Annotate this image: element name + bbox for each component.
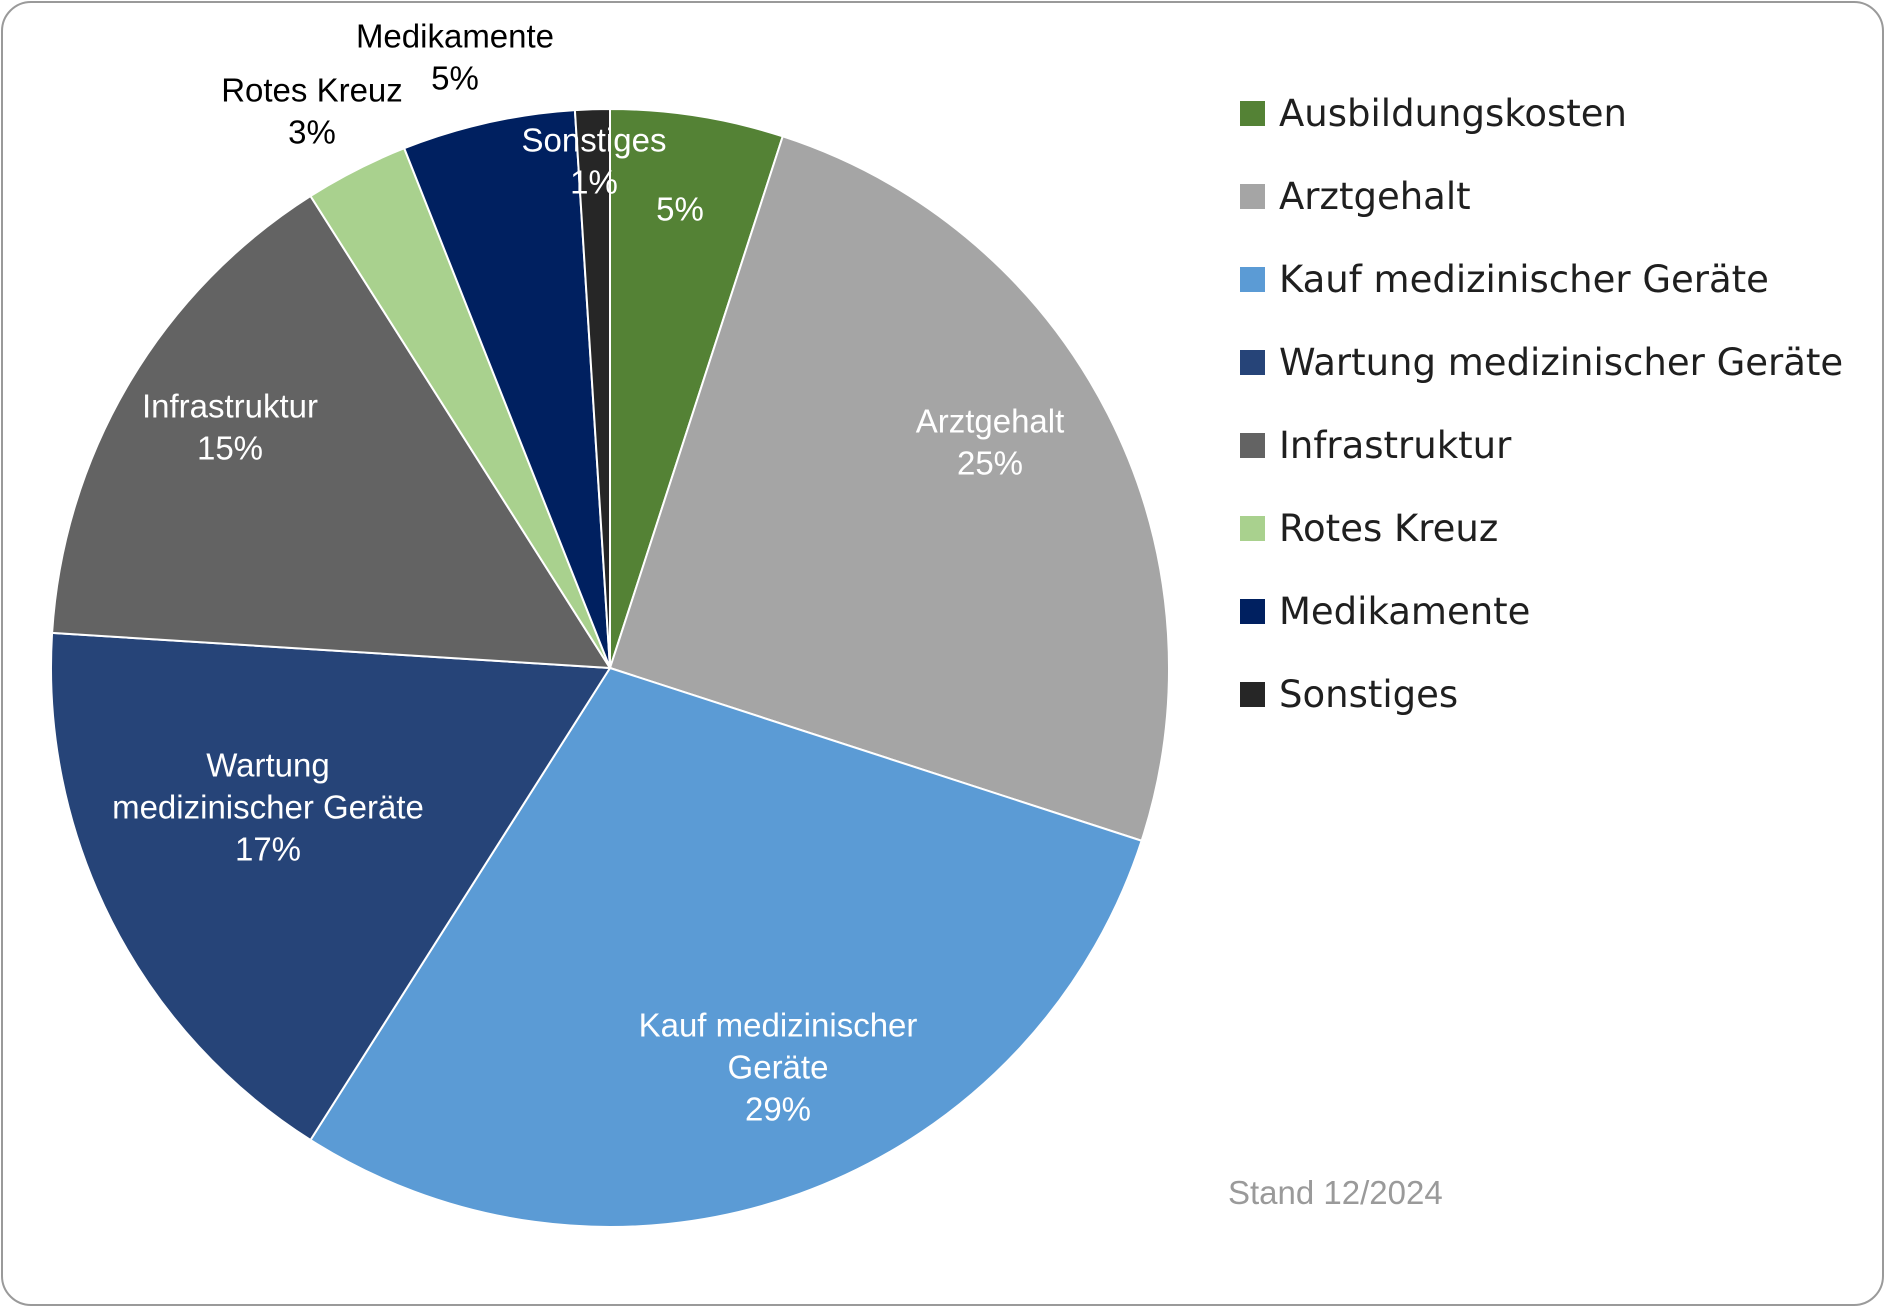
legend-item: Kauf medizinischer Geräte: [1240, 238, 1843, 321]
pie-slice-infrastruktur: [51, 194, 612, 670]
slice-name-label: Infrastruktur: [142, 388, 318, 425]
slice-name-label: Geräte: [728, 1049, 829, 1086]
legend-item: Medikamente: [1240, 570, 1843, 653]
legend-swatch: [1240, 682, 1265, 707]
slice-name-label: Wartung: [206, 747, 330, 784]
legend-swatch: [1240, 101, 1265, 126]
legend-swatch: [1240, 433, 1265, 458]
stand-date: Stand 12/2024: [1228, 1174, 1443, 1211]
legend-label: Wartung medizinischer Geräte: [1279, 341, 1844, 384]
slice-value-label: 5%: [431, 60, 479, 97]
pie-slice-ausbildungskosten: [609, 107, 785, 669]
slice-name-label: Medikamente: [356, 18, 554, 55]
pie-slices: [50, 107, 1170, 1228]
slice-value-label: 17%: [235, 831, 301, 868]
legend-swatch: [1240, 350, 1265, 375]
legend-item: Sonstiges: [1240, 653, 1843, 736]
pie-slice-arztgehalt: [608, 135, 1170, 843]
legend-label: Ausbildungskosten: [1279, 92, 1627, 135]
legend-swatch: [1240, 267, 1265, 292]
slice-name-label: Arztgehalt: [916, 403, 1065, 440]
slice-name-label: Kauf medizinischer: [639, 1007, 918, 1044]
legend-label: Infrastruktur: [1279, 424, 1512, 467]
pie-slice-wartung-medizinischer-ger-te: [50, 631, 612, 1142]
slice-value-label: 25%: [957, 445, 1023, 482]
chart-legend: Ausbildungskosten Arztgehalt Kauf medizi…: [1240, 72, 1843, 736]
slice-name-label: Rotes Kreuz: [221, 72, 403, 109]
pie-labels: 5% Arztgehalt 25% Kauf medizinischer Geräte 2…: [112, 18, 1064, 1128]
slice-value-label: 3%: [288, 114, 336, 151]
slice-value-label: 29%: [745, 1091, 811, 1128]
slice-name-label: Sonstiges: [522, 122, 667, 159]
legend-item: Infrastruktur: [1240, 404, 1843, 487]
slice-value-label: 1%: [570, 164, 618, 201]
legend-swatch: [1240, 516, 1265, 541]
legend-swatch: [1240, 599, 1265, 624]
legend-label: Medikamente: [1279, 590, 1531, 633]
legend-label: Kauf medizinischer Geräte: [1279, 258, 1769, 301]
slice-value-label: 15%: [197, 430, 263, 467]
legend-item: Wartung medizinischer Geräte: [1240, 321, 1843, 404]
legend-label: Rotes Kreuz: [1279, 507, 1499, 550]
legend-label: Arztgehalt: [1279, 175, 1471, 218]
slice-value-label: 5%: [656, 191, 704, 228]
legend-swatch: [1240, 184, 1265, 209]
slice-name-label: medizinischer Geräte: [112, 789, 424, 826]
legend-item: Arztgehalt: [1240, 155, 1843, 238]
legend-label: Sonstiges: [1279, 673, 1459, 716]
pie-slice-medikamente: [402, 109, 611, 669]
pie-slice-sonstiges: [573, 107, 611, 669]
legend-item: Rotes Kreuz: [1240, 487, 1843, 570]
pie-slice-kauf-medizinischer-ger-te: [309, 666, 1143, 1228]
legend-item: Ausbildungskosten: [1240, 72, 1843, 155]
